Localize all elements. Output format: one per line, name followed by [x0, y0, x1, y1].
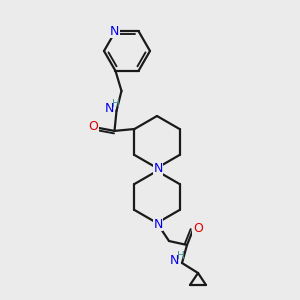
Text: N: N: [110, 25, 119, 38]
Text: N: N: [105, 102, 114, 116]
Text: H: H: [177, 251, 185, 261]
Text: N: N: [153, 218, 163, 230]
Text: H: H: [112, 99, 120, 109]
Text: N: N: [153, 163, 163, 176]
Text: O: O: [88, 120, 98, 134]
Text: O: O: [193, 221, 203, 235]
Text: N: N: [169, 254, 179, 268]
